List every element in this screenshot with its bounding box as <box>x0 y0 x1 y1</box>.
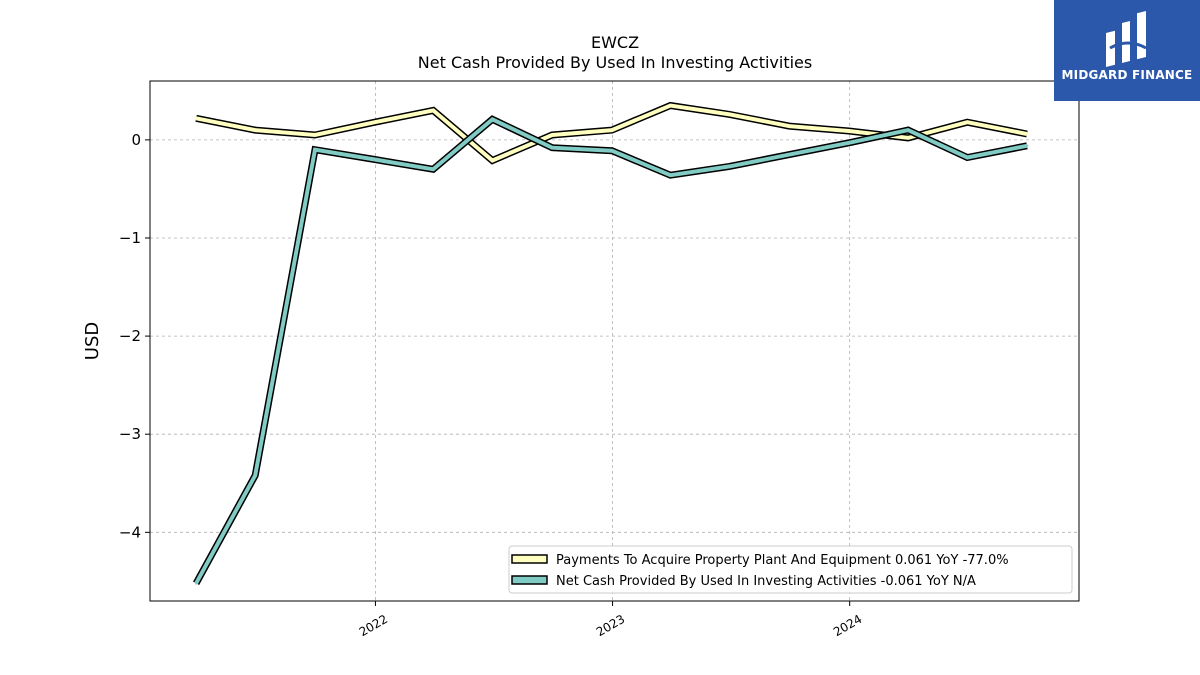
data-point <box>432 168 435 171</box>
series-line-1 <box>194 116 1028 585</box>
plot-frame <box>149 80 1080 602</box>
legend: Payments To Acquire Property Plant And E… <box>508 545 1073 594</box>
chart-title: EWCZ <box>591 33 639 52</box>
y-axis-label: USD <box>82 322 103 360</box>
data-point <box>313 148 317 151</box>
data-point <box>1025 132 1029 136</box>
data-point <box>432 109 435 112</box>
data-point <box>847 129 851 133</box>
data-point <box>966 121 969 124</box>
data-point <box>194 582 198 585</box>
data-point <box>728 165 731 168</box>
data-point <box>610 149 614 152</box>
x-tick-label: 2022 <box>357 612 390 639</box>
y-tick-label: −3 <box>119 425 141 443</box>
y-tick-label: 0 <box>131 131 141 149</box>
x-tick-label: 2024 <box>831 612 864 639</box>
grid-layer <box>150 81 1079 601</box>
data-point <box>669 173 672 177</box>
data-point <box>313 133 317 137</box>
logo-mark-icon <box>1106 11 1147 68</box>
series-outline-1 <box>193 115 1028 585</box>
logo-text: MIDGARD FINANCE <box>1061 68 1193 82</box>
y-tick-label: −1 <box>119 229 141 247</box>
y-tick-label: −2 <box>119 327 141 345</box>
series-layer <box>193 101 1029 585</box>
y-tick-label: −4 <box>119 523 141 541</box>
data-point <box>1025 144 1029 147</box>
data-point <box>373 121 376 124</box>
legend-swatch-0 <box>511 554 548 564</box>
data-point <box>550 146 554 149</box>
data-point <box>788 124 791 128</box>
chart-subtitle: Net Cash Provided By Used In Investing A… <box>418 53 812 72</box>
data-point <box>194 117 198 120</box>
legend-box <box>508 545 1073 594</box>
legend-label-1: Net Cash Provided By Used In Investing A… <box>556 574 976 589</box>
data-point <box>550 133 554 137</box>
data-point <box>847 141 851 145</box>
data-point <box>373 158 376 161</box>
legend-label-0: Payments To Acquire Property Plant And E… <box>556 553 1009 568</box>
data-point <box>728 113 731 116</box>
data-point <box>906 128 910 132</box>
legend-swatch-1 <box>511 575 548 585</box>
data-point <box>610 128 614 132</box>
data-point <box>906 136 910 140</box>
x-tick-label: 2023 <box>594 612 627 639</box>
brand-logo: MIDGARD FINANCE <box>1054 0 1200 101</box>
data-point <box>669 104 672 107</box>
data-point <box>491 159 494 162</box>
data-point <box>491 118 494 121</box>
data-point <box>966 156 969 159</box>
data-point <box>788 153 791 156</box>
data-point <box>254 474 257 477</box>
data-point <box>254 128 257 132</box>
